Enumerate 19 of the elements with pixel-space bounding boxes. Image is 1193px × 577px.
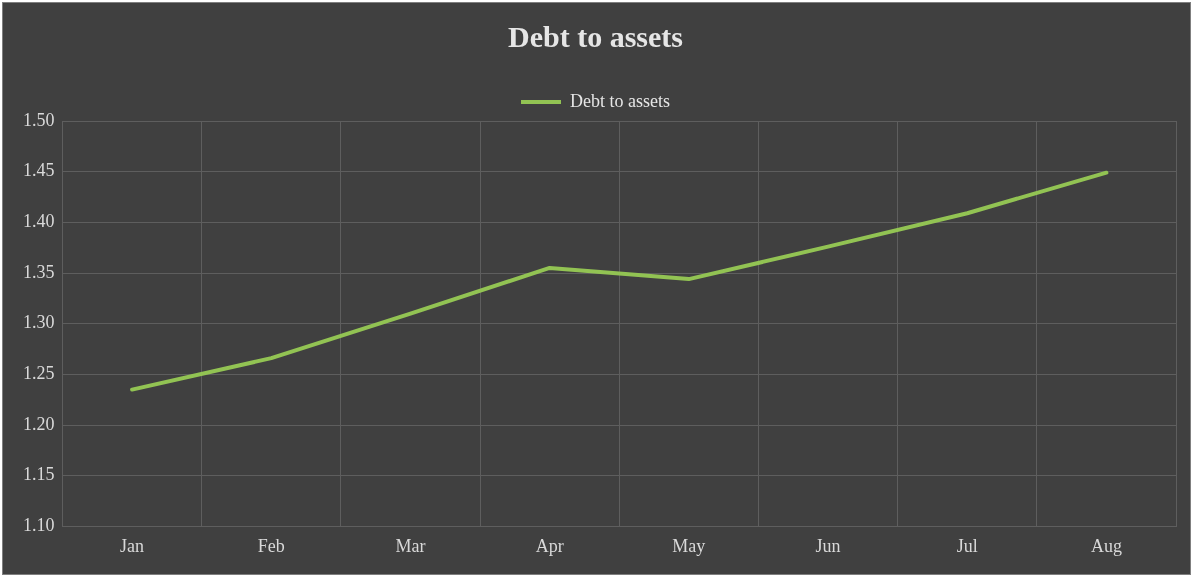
- y-tick-label: 1.35: [23, 261, 55, 282]
- y-tick-label: 1.40: [23, 211, 55, 232]
- x-tick-label: Aug: [1090, 535, 1122, 556]
- legend-label: Debt to assets: [570, 90, 670, 111]
- x-tick-label: Feb: [257, 535, 285, 556]
- x-tick-label: Jan: [120, 535, 145, 556]
- y-tick-label: 1.50: [23, 109, 55, 130]
- y-tick-label: 1.30: [23, 312, 55, 333]
- y-tick-label: 1.25: [23, 363, 55, 384]
- y-tick-label: 1.45: [23, 160, 55, 181]
- y-tick-label: 1.15: [23, 464, 55, 485]
- y-tick-label: 1.20: [23, 413, 55, 434]
- x-tick-label: May: [672, 535, 706, 556]
- x-tick-label: Jun: [815, 535, 841, 556]
- x-tick-label: Jul: [956, 535, 978, 556]
- x-tick-label: Apr: [535, 535, 564, 556]
- y-tick-label: 1.10: [23, 515, 55, 536]
- chart-title: Debt to assets: [508, 19, 683, 53]
- x-tick-label: Mar: [395, 535, 426, 556]
